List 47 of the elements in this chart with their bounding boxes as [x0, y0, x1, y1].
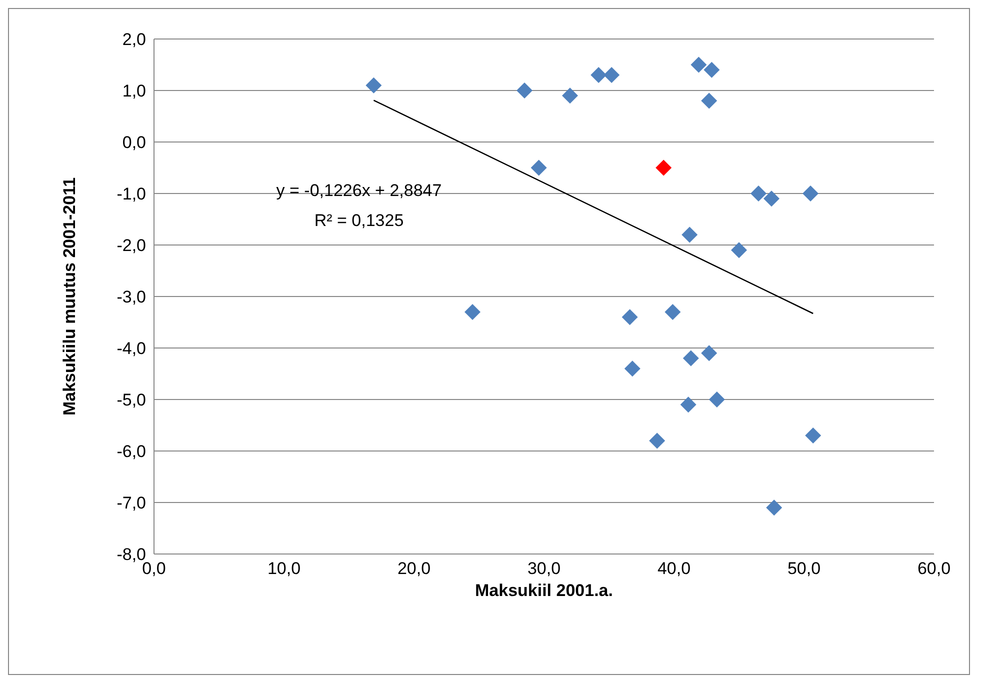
y-tick-label: -1,0 — [116, 184, 146, 204]
y-tick-label: 2,0 — [122, 30, 146, 50]
point — [590, 67, 607, 84]
y-tick-label: -5,0 — [116, 390, 146, 410]
point — [656, 160, 672, 176]
x-axis-title: Maksukiil 2001.a. — [475, 581, 613, 600]
x-tick-label: 50,0 — [787, 559, 821, 578]
point — [764, 190, 780, 207]
x-tick-label: 10,0 — [267, 559, 301, 578]
y-axis-title: Maksukiilu muutus 2001-2011 — [60, 177, 80, 416]
y-tick-label: 1,0 — [122, 82, 146, 101]
y-tick-label: -4,0 — [116, 339, 146, 358]
point — [366, 77, 382, 94]
x-tick-label: 40,0 — [657, 559, 691, 578]
point — [530, 160, 547, 176]
point — [562, 88, 578, 104]
point — [682, 350, 699, 366]
point — [622, 309, 638, 326]
point — [802, 186, 818, 202]
point — [704, 62, 720, 78]
point — [805, 428, 822, 444]
point — [750, 186, 766, 202]
y-tick-label: -3,0 — [116, 288, 146, 307]
y-tick-label: -6,0 — [116, 442, 146, 462]
point — [701, 345, 718, 362]
point — [701, 92, 718, 109]
point — [690, 56, 707, 73]
annotation: R² = 0,1325 — [313, 211, 405, 231]
x-tick-label: 60,0 — [917, 559, 951, 578]
annotation: y = -0,1226x + 2,8847 — [275, 181, 443, 201]
x-tick-label: 20,0 — [397, 559, 431, 578]
y-tick-label: 0,0 — [122, 133, 146, 152]
x-tick-label: 30,0 — [527, 559, 561, 578]
point — [664, 304, 681, 320]
point — [708, 392, 725, 408]
point — [766, 500, 782, 516]
point — [649, 432, 666, 449]
point — [682, 226, 698, 243]
x-tick-label: 0,0 — [142, 559, 166, 578]
point — [464, 304, 480, 320]
point — [604, 67, 620, 84]
point — [731, 242, 747, 258]
point — [624, 360, 640, 377]
point — [516, 82, 532, 98]
point — [680, 396, 696, 413]
y-tick-label: -7,0 — [116, 494, 146, 513]
y-tick-label: -2,0 — [116, 236, 146, 256]
